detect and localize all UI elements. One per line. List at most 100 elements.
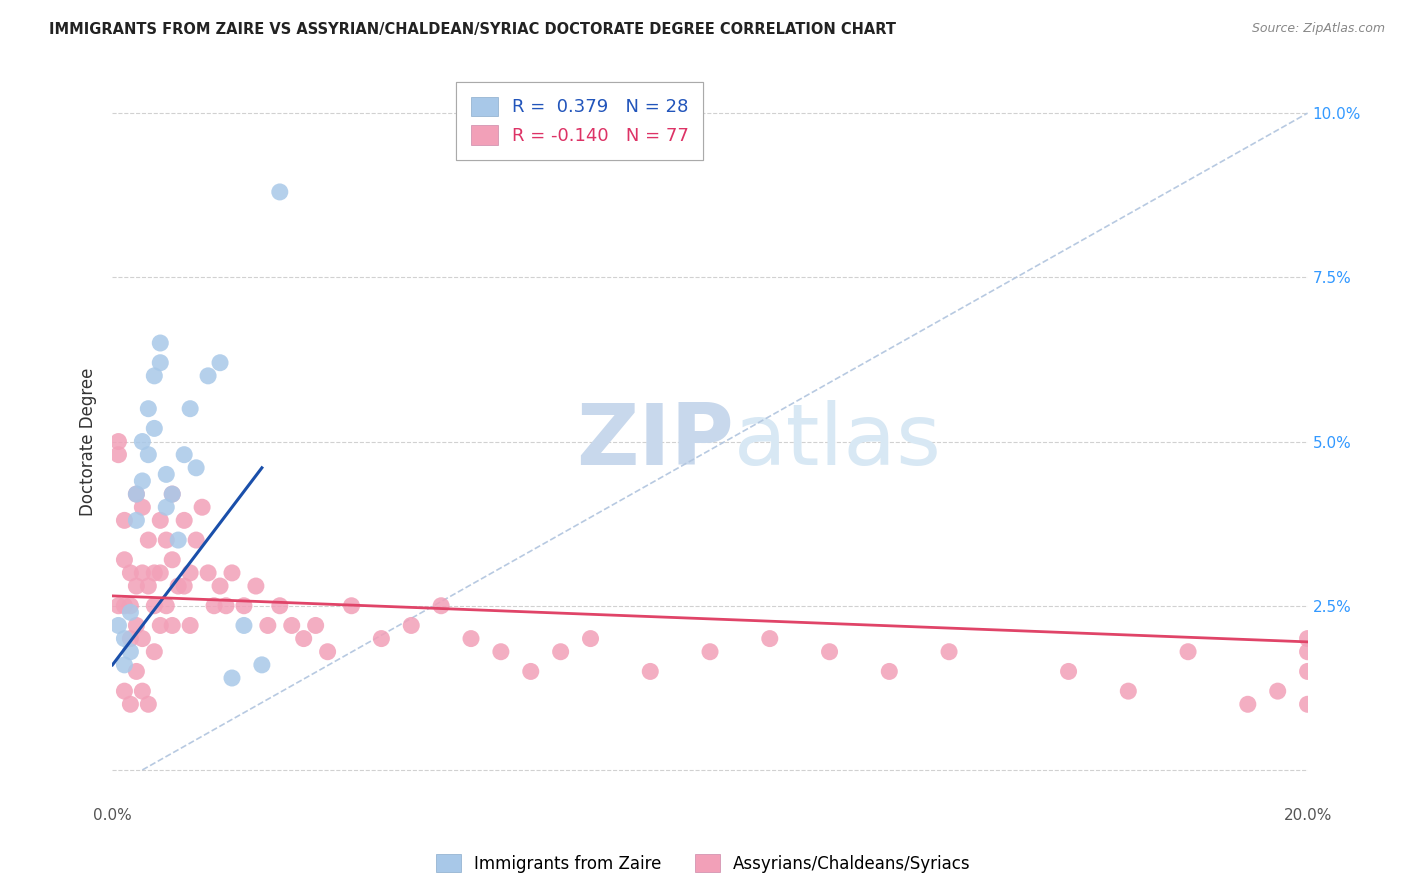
- Point: [699, 645, 721, 659]
- Point: [107, 618, 129, 632]
- Point: [143, 645, 166, 659]
- Point: [120, 645, 142, 659]
- Point: [316, 645, 339, 659]
- Point: [281, 618, 304, 632]
- Point: [138, 579, 160, 593]
- Point: [131, 434, 153, 449]
- Point: [138, 698, 160, 712]
- Point: [143, 421, 166, 435]
- Legend: Immigrants from Zaire, Assyrians/Chaldeans/Syriacs: Immigrants from Zaire, Assyrians/Chaldea…: [429, 847, 977, 880]
- Point: [401, 618, 423, 632]
- Point: [138, 401, 160, 416]
- Text: IMMIGRANTS FROM ZAIRE VS ASSYRIAN/CHALDEAN/SYRIAC DOCTORATE DEGREE CORRELATION C: IMMIGRANTS FROM ZAIRE VS ASSYRIAN/CHALDE…: [49, 22, 896, 37]
- Point: [550, 645, 572, 659]
- Point: [179, 618, 201, 632]
- Point: [114, 684, 135, 698]
- Point: [173, 448, 195, 462]
- Point: [149, 513, 172, 527]
- Point: [120, 566, 142, 580]
- Point: [197, 368, 219, 383]
- Point: [120, 605, 142, 619]
- Point: [162, 487, 183, 501]
- Point: [173, 579, 195, 593]
- Point: [460, 632, 482, 646]
- Point: [149, 336, 172, 351]
- Point: [162, 553, 183, 567]
- Point: [489, 645, 512, 659]
- Point: [107, 434, 129, 449]
- Point: [209, 579, 232, 593]
- Point: [131, 684, 153, 698]
- Point: [167, 579, 190, 593]
- Point: [114, 657, 135, 672]
- Point: [131, 632, 153, 646]
- Point: [143, 368, 166, 383]
- Point: [1267, 684, 1289, 698]
- Point: [114, 599, 135, 613]
- Point: [209, 356, 232, 370]
- Point: [107, 599, 129, 613]
- Point: [179, 566, 201, 580]
- Point: [292, 632, 315, 646]
- Point: [818, 645, 841, 659]
- Text: Source: ZipAtlas.com: Source: ZipAtlas.com: [1251, 22, 1385, 36]
- Point: [143, 599, 166, 613]
- Point: [370, 632, 392, 646]
- Point: [125, 579, 148, 593]
- Point: [125, 618, 148, 632]
- Point: [149, 566, 172, 580]
- Point: [125, 487, 148, 501]
- Point: [179, 401, 201, 416]
- Point: [125, 513, 148, 527]
- Point: [114, 513, 135, 527]
- Point: [155, 533, 177, 547]
- Point: [1057, 665, 1080, 679]
- Point: [430, 599, 453, 613]
- Point: [245, 579, 267, 593]
- Point: [938, 645, 960, 659]
- Point: [155, 500, 177, 515]
- Y-axis label: Doctorate Degree: Doctorate Degree: [79, 368, 97, 516]
- Point: [138, 533, 160, 547]
- Point: [250, 657, 273, 672]
- Point: [131, 474, 153, 488]
- Point: [1296, 698, 1319, 712]
- Point: [186, 533, 208, 547]
- Point: [173, 513, 195, 527]
- Point: [215, 599, 238, 613]
- Point: [162, 487, 183, 501]
- Point: [125, 665, 148, 679]
- Point: [221, 566, 243, 580]
- Point: [579, 632, 602, 646]
- Point: [1177, 645, 1199, 659]
- Point: [120, 632, 142, 646]
- Point: [167, 533, 190, 547]
- Point: [120, 698, 142, 712]
- Point: [1296, 632, 1319, 646]
- Point: [186, 460, 208, 475]
- Point: [233, 618, 256, 632]
- Point: [305, 618, 328, 632]
- Point: [131, 566, 153, 580]
- Point: [233, 599, 256, 613]
- Point: [520, 665, 543, 679]
- Point: [269, 599, 291, 613]
- Point: [155, 599, 177, 613]
- Point: [107, 448, 129, 462]
- Point: [162, 618, 183, 632]
- Point: [759, 632, 782, 646]
- Point: [269, 185, 291, 199]
- Point: [257, 618, 280, 632]
- Point: [125, 487, 148, 501]
- Point: [149, 618, 172, 632]
- Point: [1237, 698, 1260, 712]
- Text: ZIP: ZIP: [576, 400, 734, 483]
- Point: [202, 599, 225, 613]
- Point: [879, 665, 901, 679]
- Point: [131, 500, 153, 515]
- Point: [120, 599, 142, 613]
- Point: [114, 553, 135, 567]
- Point: [191, 500, 214, 515]
- Point: [340, 599, 363, 613]
- Point: [1296, 645, 1319, 659]
